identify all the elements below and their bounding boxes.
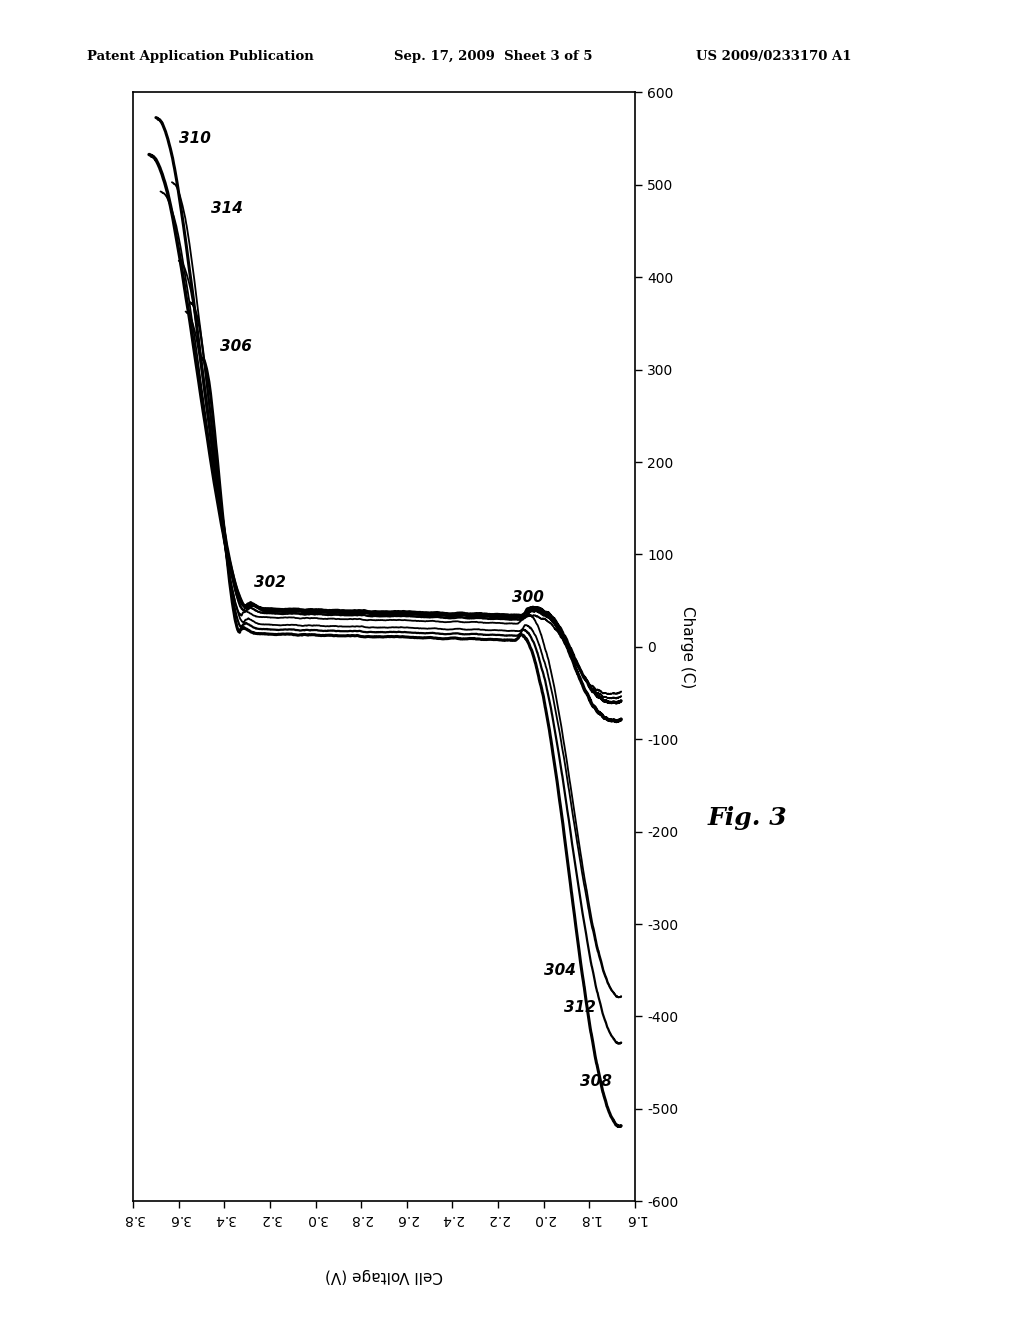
Text: Fig. 3: Fig. 3	[708, 807, 787, 830]
Text: US 2009/0233170 A1: US 2009/0233170 A1	[696, 50, 852, 63]
Text: 308: 308	[581, 1073, 612, 1089]
Text: 312: 312	[564, 999, 596, 1015]
Text: 310: 310	[179, 131, 211, 147]
Text: 314: 314	[211, 201, 243, 215]
X-axis label: Cell Voltage (V): Cell Voltage (V)	[325, 1269, 443, 1283]
Text: 304: 304	[544, 962, 575, 978]
Text: 300: 300	[512, 590, 544, 606]
Text: Patent Application Publication: Patent Application Publication	[87, 50, 313, 63]
Text: Sep. 17, 2009  Sheet 3 of 5: Sep. 17, 2009 Sheet 3 of 5	[394, 50, 593, 63]
Text: 302: 302	[254, 574, 286, 590]
Y-axis label: Charge (C): Charge (C)	[680, 606, 695, 688]
Text: 306: 306	[220, 339, 252, 354]
